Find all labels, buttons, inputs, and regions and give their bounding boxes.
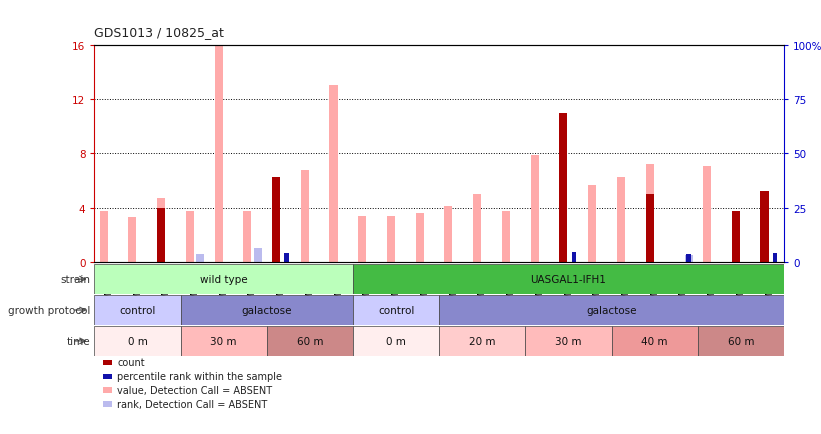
- Text: 60 m: 60 m: [727, 336, 754, 346]
- Bar: [300, 171, 309, 263]
- Bar: [128, 218, 136, 263]
- Bar: [559, 113, 567, 263]
- Bar: [760, 192, 768, 263]
- Bar: [186, 211, 194, 263]
- Bar: [473, 195, 481, 263]
- Bar: [214, 47, 222, 263]
- Text: 0 m: 0 m: [127, 336, 148, 346]
- Text: control: control: [378, 306, 415, 315]
- Text: 30 m: 30 m: [210, 336, 237, 346]
- Text: count: count: [117, 358, 145, 367]
- Bar: [243, 211, 251, 263]
- Text: value, Detection Call = ABSENT: value, Detection Call = ABSENT: [117, 385, 273, 395]
- Bar: [685, 256, 693, 263]
- Bar: [181, 296, 353, 325]
- Bar: [732, 211, 740, 263]
- Text: 0 m: 0 m: [386, 336, 406, 346]
- Bar: [686, 254, 690, 263]
- Bar: [703, 166, 711, 263]
- Bar: [698, 326, 784, 356]
- Bar: [94, 326, 181, 356]
- Bar: [94, 265, 353, 294]
- Bar: [353, 326, 439, 356]
- Text: growth protocol: growth protocol: [8, 306, 90, 315]
- Bar: [99, 211, 108, 263]
- Bar: [439, 296, 784, 325]
- Bar: [773, 254, 777, 263]
- Bar: [94, 296, 181, 325]
- Text: 60 m: 60 m: [296, 336, 323, 346]
- Bar: [588, 185, 596, 263]
- Bar: [387, 217, 395, 263]
- Bar: [284, 253, 288, 263]
- Bar: [502, 211, 510, 263]
- Bar: [571, 253, 576, 263]
- Bar: [157, 199, 165, 263]
- Bar: [181, 326, 267, 356]
- Text: strain: strain: [60, 275, 90, 284]
- Text: 40 m: 40 m: [641, 336, 668, 346]
- Text: percentile rank within the sample: percentile rank within the sample: [117, 372, 282, 381]
- Bar: [272, 177, 280, 263]
- Text: 30 m: 30 m: [555, 336, 582, 346]
- Bar: [617, 177, 625, 263]
- Bar: [157, 208, 165, 263]
- Bar: [254, 249, 262, 263]
- Bar: [353, 296, 439, 325]
- Bar: [530, 155, 539, 263]
- Text: galactose: galactose: [241, 306, 292, 315]
- Bar: [358, 217, 366, 263]
- Text: wild type: wild type: [200, 275, 248, 284]
- Bar: [525, 326, 612, 356]
- Text: GDS1013 / 10825_at: GDS1013 / 10825_at: [94, 26, 224, 39]
- Bar: [329, 86, 337, 263]
- Bar: [196, 254, 204, 263]
- Text: rank, Detection Call = ABSENT: rank, Detection Call = ABSENT: [117, 399, 268, 409]
- Bar: [415, 214, 424, 263]
- Bar: [439, 326, 525, 356]
- Bar: [444, 207, 452, 263]
- Text: time: time: [67, 336, 90, 346]
- Text: galactose: galactose: [586, 306, 637, 315]
- Bar: [267, 326, 353, 356]
- Text: control: control: [119, 306, 156, 315]
- Bar: [353, 265, 784, 294]
- Bar: [645, 195, 654, 263]
- Text: UASGAL1-IFH1: UASGAL1-IFH1: [530, 275, 607, 284]
- Bar: [645, 165, 654, 263]
- Bar: [612, 326, 698, 356]
- Text: 20 m: 20 m: [469, 336, 496, 346]
